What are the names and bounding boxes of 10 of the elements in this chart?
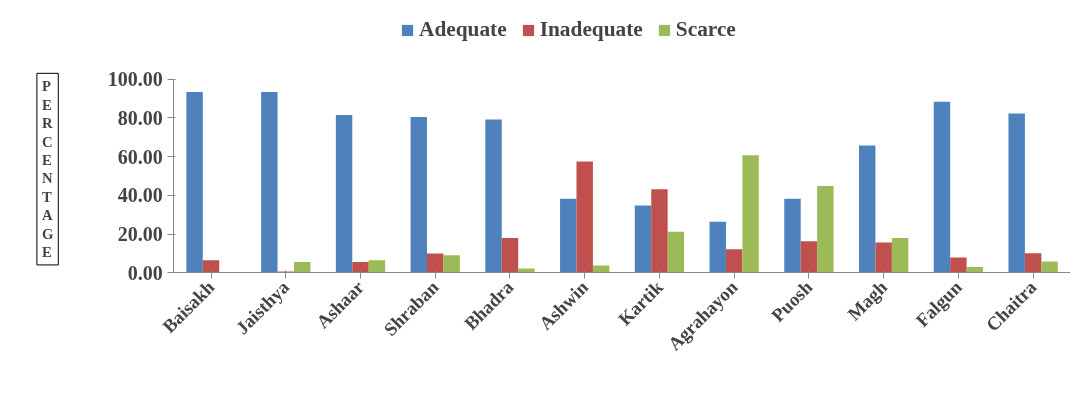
y-tick-label: 40.00 xyxy=(117,184,163,207)
y-tick-label: 0.00 xyxy=(127,261,163,284)
text: PERCENTAGE xyxy=(41,78,54,260)
y-tick-label: 100.00 xyxy=(107,68,163,91)
legend-label: Adequate xyxy=(419,17,507,42)
y-tick-label: 80.00 xyxy=(117,106,163,129)
legend-label: Scarce xyxy=(675,17,736,42)
y-tick-label: 20.00 xyxy=(117,223,163,246)
y-tick-label: 60.00 xyxy=(117,145,163,168)
legend-label: Inadequate xyxy=(539,17,643,42)
